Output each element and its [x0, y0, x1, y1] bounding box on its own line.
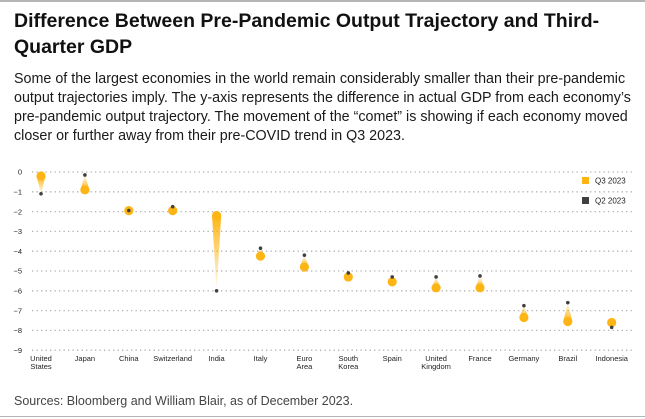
chart-subtitle: Some of the largest economies in the wor… [14, 71, 631, 144]
q3-point [431, 283, 441, 293]
q3-point [387, 277, 397, 287]
comet-tail [36, 175, 46, 194]
q3-point [80, 185, 90, 195]
q2-point [566, 300, 570, 305]
x-category-label: India [208, 354, 225, 363]
chart-title: Difference Between Pre-Pandemic Output T… [14, 10, 600, 58]
q3-point [255, 251, 266, 261]
y-tick-label: −8 [13, 326, 22, 335]
q2-point [390, 275, 395, 279]
q2-point [170, 204, 175, 209]
x-category-label: Area [296, 362, 313, 371]
x-category-label: Brazil [558, 354, 577, 363]
x-category-label: States [30, 362, 52, 371]
x-category-label: Kingdom [421, 362, 451, 371]
y-tick-label: −5 [13, 267, 22, 276]
q2-point [522, 303, 526, 308]
q2-point [39, 191, 43, 196]
x-category-label: China [119, 354, 139, 363]
x-category-label: France [468, 354, 491, 363]
q3-point [212, 210, 222, 221]
q3-point [519, 312, 529, 323]
q3-point [36, 171, 46, 181]
q2-point [478, 274, 482, 278]
x-category-label: United [30, 354, 52, 363]
x-category-label: Korea [338, 362, 359, 371]
q3-point [168, 206, 178, 216]
comet-tail [563, 302, 573, 322]
x-category-label: Italy [254, 354, 268, 363]
x-category-label: Switzerland [153, 354, 192, 363]
legend-swatch [582, 197, 589, 204]
legend-label: Q2 2023 [595, 197, 626, 206]
q2-point [127, 208, 131, 213]
q3-point [475, 283, 485, 293]
x-category-label: Euro [296, 354, 312, 363]
x-category-label: Spain [383, 354, 402, 363]
x-category-label: Germany [508, 354, 539, 363]
q2-point [302, 253, 307, 257]
y-tick-label: −7 [13, 306, 22, 315]
y-tick-label: −4 [13, 247, 22, 256]
y-tick-label: −9 [13, 346, 22, 355]
top-border [0, 0, 645, 2]
legend-swatch [582, 177, 589, 184]
source-note: Sources: Bloomberg and William Blair, as… [14, 394, 354, 408]
q3-point [607, 317, 617, 328]
q3-point [343, 272, 353, 282]
q2-point [214, 289, 219, 293]
y-tick-label: −6 [13, 287, 22, 296]
y-tick-label: 0 [18, 168, 22, 177]
legend-label: Q3 2023 [595, 177, 626, 186]
x-category-label: United [425, 354, 447, 363]
y-tick-label: −2 [13, 207, 22, 216]
y-tick-label: −1 [13, 188, 22, 197]
q2-point [434, 275, 438, 279]
x-category-label: South [338, 354, 358, 363]
q2-point [346, 271, 351, 275]
q2-point [83, 173, 87, 177]
q3-point [563, 316, 573, 327]
q2-point [609, 325, 614, 330]
q2-point [258, 246, 263, 251]
y-tick-label: −3 [13, 227, 22, 236]
x-category-label: Japan [75, 354, 95, 363]
bottom-border [0, 416, 645, 417]
x-category-label: Indonesia [595, 354, 628, 363]
comet-tail [212, 215, 222, 291]
q3-point [299, 262, 309, 272]
